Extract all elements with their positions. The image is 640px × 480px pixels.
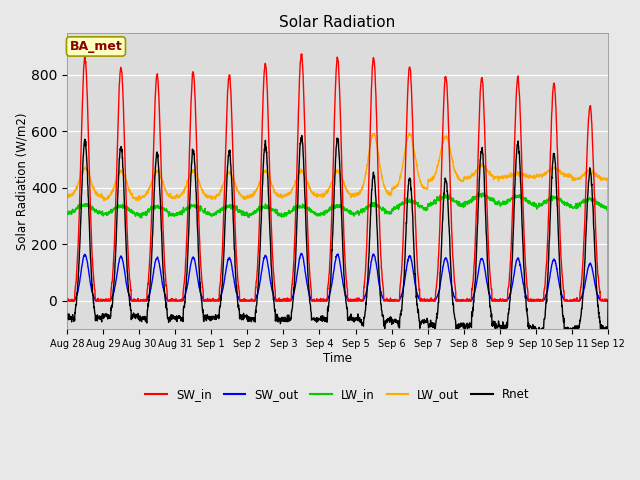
SW_in [63, 297, 70, 303]
Line: LW_in: LW_in [67, 193, 608, 301]
SW_in [298, 51, 305, 57]
Line: Rnet: Rnet [67, 135, 608, 335]
SW_in [572, 297, 580, 303]
LW_out [353, 192, 361, 198]
Rnet [572, 325, 580, 331]
SW_out [353, 298, 361, 303]
SW_in [604, 298, 612, 304]
SW_out [572, 298, 580, 303]
SW_out [365, 272, 373, 278]
LW_in [365, 204, 372, 210]
LW_in [63, 211, 70, 216]
Rnet [365, 253, 372, 259]
LW_in [214, 209, 221, 215]
LW_out [214, 192, 221, 198]
LW_in [572, 205, 579, 211]
Rnet [604, 298, 612, 304]
LW_out [572, 177, 579, 183]
LW_in [604, 298, 612, 304]
SW_out [63, 298, 70, 303]
SW_out [298, 251, 305, 256]
LW_out [365, 152, 372, 157]
SW_in [214, 296, 222, 302]
LW_in [495, 198, 502, 204]
LW_out [406, 130, 413, 136]
SW_in [63, 298, 71, 304]
LW_out [63, 193, 70, 199]
SW_out [63, 298, 71, 304]
Line: LW_out: LW_out [67, 133, 608, 301]
LW_out [495, 174, 502, 180]
SW_in [365, 166, 373, 172]
SW_out [495, 298, 503, 304]
Y-axis label: Solar Radiation (W/m2): Solar Radiation (W/m2) [15, 112, 28, 250]
Line: SW_in: SW_in [67, 54, 608, 301]
SW_out [604, 298, 612, 303]
SW_out [557, 288, 564, 293]
LW_out [604, 298, 612, 304]
SW_out [214, 297, 222, 303]
SW_in [353, 298, 361, 304]
Line: SW_out: SW_out [67, 253, 608, 301]
Rnet [557, 278, 564, 284]
Title: Solar Radiation: Solar Radiation [279, 15, 396, 30]
LW_in [480, 190, 488, 196]
SW_in [495, 298, 503, 304]
Rnet [298, 132, 305, 138]
Legend: SW_in, SW_out, LW_in, LW_out, Rnet: SW_in, SW_out, LW_in, LW_out, Rnet [141, 384, 534, 406]
Rnet [214, 313, 221, 319]
Rnet [566, 332, 573, 337]
X-axis label: Time: Time [323, 351, 352, 364]
Text: BA_met: BA_met [70, 40, 122, 53]
LW_in [353, 210, 361, 216]
SW_in [557, 246, 564, 252]
LW_in [557, 196, 564, 202]
Rnet [63, 315, 70, 321]
LW_out [557, 168, 564, 173]
Rnet [353, 315, 361, 321]
Rnet [495, 321, 502, 327]
